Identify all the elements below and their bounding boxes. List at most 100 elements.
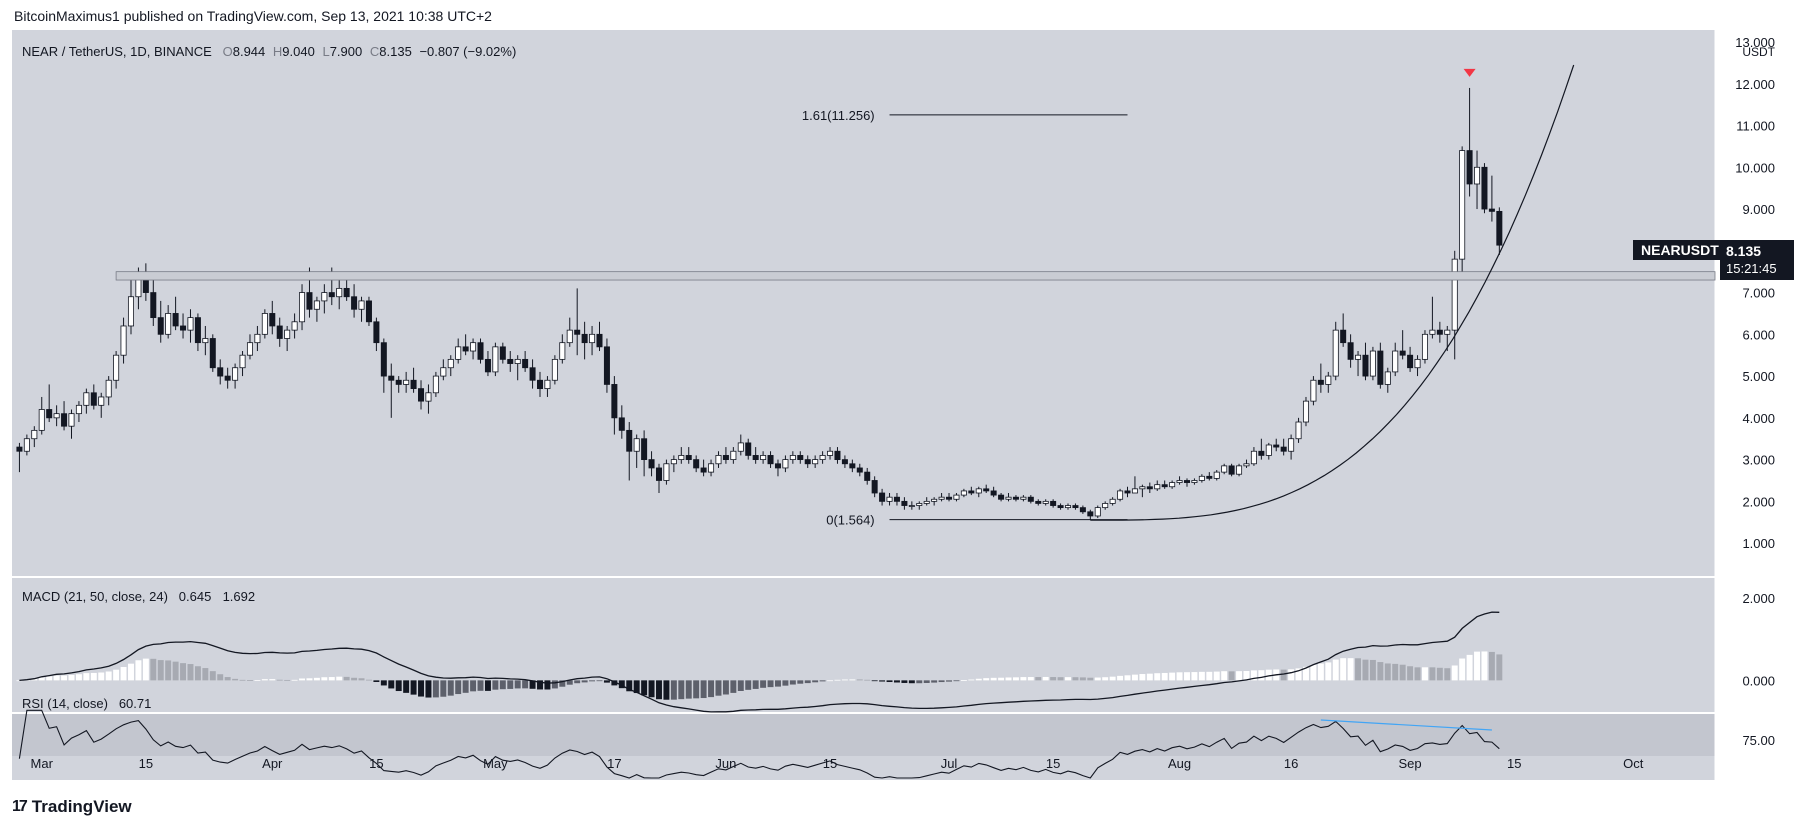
candle-body bbox=[492, 346, 499, 373]
candle-body bbox=[849, 463, 856, 469]
macd-histogram-bar bbox=[1020, 677, 1027, 681]
macd-histogram-bar bbox=[529, 680, 536, 689]
candle-body bbox=[767, 455, 774, 465]
macd-histogram-bar bbox=[105, 671, 112, 681]
tradingview-text: TradingView bbox=[31, 797, 132, 816]
candle-body bbox=[901, 500, 908, 506]
publisher-line: BitcoinMaximus1 published on TradingView… bbox=[14, 8, 492, 24]
candle-body bbox=[879, 492, 886, 502]
candle-body bbox=[1325, 375, 1332, 385]
macd-histogram-bar bbox=[782, 680, 789, 686]
macd-histogram-bar bbox=[455, 680, 462, 695]
macd-histogram-bar bbox=[715, 680, 722, 696]
candle-body bbox=[827, 450, 834, 456]
macd-histogram-bar bbox=[908, 680, 915, 684]
candle-body bbox=[224, 375, 231, 381]
candle-body bbox=[373, 321, 380, 344]
candle-body bbox=[336, 287, 343, 298]
macd-histogram-bar bbox=[871, 680, 878, 682]
candle-body bbox=[522, 358, 529, 369]
macd-histogram-bar bbox=[1399, 664, 1406, 681]
macd-histogram-bar bbox=[90, 672, 97, 681]
macd-histogram-bar bbox=[1228, 671, 1235, 681]
macd-histogram-bar bbox=[1124, 675, 1131, 681]
macd-histogram-bar bbox=[1236, 671, 1243, 681]
candle-body bbox=[611, 384, 618, 419]
rsi-divergence-line bbox=[1320, 719, 1492, 731]
x-tick-label: 15 bbox=[139, 756, 153, 771]
macd-histogram-bar bbox=[1265, 669, 1272, 681]
candle-body bbox=[953, 494, 960, 500]
macd-histogram-bar bbox=[1310, 664, 1317, 681]
candle-body bbox=[1250, 450, 1257, 465]
macd-histogram-bar bbox=[135, 660, 142, 681]
candle-body bbox=[477, 342, 484, 360]
macd-histogram-bar bbox=[1481, 651, 1488, 681]
candle-body bbox=[923, 500, 930, 504]
x-tick-label: 15 bbox=[1507, 756, 1521, 771]
macd-histogram-bar bbox=[559, 680, 566, 687]
macd-histogram-bar bbox=[351, 677, 358, 681]
open-value: 8.944 bbox=[232, 44, 266, 59]
candle-body bbox=[1079, 507, 1086, 513]
macd-histogram-bar bbox=[180, 663, 187, 681]
candle-body bbox=[1496, 210, 1503, 246]
candle-body bbox=[760, 455, 767, 461]
low-label: L bbox=[322, 44, 330, 59]
macd-histogram-bar bbox=[328, 677, 335, 681]
candle-body bbox=[1065, 505, 1072, 509]
candle-body bbox=[299, 292, 306, 323]
macd-label: MACD (21, 50, close, 24) bbox=[22, 589, 168, 604]
change-value: −0.807 (−9.02%) bbox=[419, 44, 517, 59]
candle-body bbox=[752, 455, 759, 461]
candle-body bbox=[127, 296, 134, 327]
candle-body bbox=[722, 455, 729, 461]
macd-histogram-bar bbox=[299, 678, 306, 681]
high-value: 9.040 bbox=[282, 44, 315, 59]
macd-tick-label: 0.000 bbox=[1742, 673, 1775, 688]
resistance-zone bbox=[115, 271, 1716, 281]
x-tick-label: 15 bbox=[369, 756, 383, 771]
y-tick-label: 13.000 bbox=[1735, 35, 1775, 50]
y-tick-label: 9.000 bbox=[1742, 202, 1775, 217]
macd-histogram-bar bbox=[462, 680, 469, 693]
candle-body bbox=[1213, 471, 1220, 479]
macd-histogram-bar bbox=[1421, 667, 1428, 681]
candle-body bbox=[1265, 444, 1272, 456]
price-pane[interactable] bbox=[12, 30, 1715, 576]
macd-histogram-bar bbox=[1280, 669, 1287, 681]
candle-body bbox=[1109, 498, 1116, 504]
candle-body bbox=[157, 317, 164, 335]
candle-body bbox=[1228, 465, 1235, 475]
symbol-price-tag: NEARUSDT bbox=[1633, 240, 1727, 260]
candle-body bbox=[261, 313, 268, 335]
macd-histogram-bar bbox=[946, 680, 952, 682]
candle-body bbox=[1273, 444, 1280, 448]
y-tick-label: 2.000 bbox=[1742, 494, 1775, 509]
macd-histogram-bar bbox=[864, 679, 871, 681]
candle-body bbox=[1176, 480, 1183, 483]
chart-canvas[interactable]: 1.61(11.256) 0(1.564) 1.000 2.000 3.000 4.00… bbox=[0, 30, 1813, 820]
macd-histogram-bar bbox=[217, 674, 224, 681]
macd-histogram-bar bbox=[313, 677, 320, 681]
candle-body bbox=[351, 296, 358, 310]
macd-histogram-bar bbox=[1206, 671, 1213, 681]
macd-histogram-bar bbox=[1496, 654, 1503, 681]
candle-body bbox=[328, 292, 335, 298]
macd-histogram-bar bbox=[373, 680, 380, 682]
macd-histogram-bar bbox=[1191, 672, 1198, 681]
macd-histogram-bar bbox=[1332, 659, 1339, 681]
macd-histogram-bar bbox=[708, 680, 715, 698]
macd-histogram-bar bbox=[1407, 666, 1414, 681]
macd-histogram-bar bbox=[574, 680, 581, 684]
candle-body bbox=[165, 313, 172, 335]
macd-pane[interactable] bbox=[12, 578, 1715, 712]
macd-histogram-bar bbox=[856, 679, 863, 681]
candle-body bbox=[603, 346, 610, 385]
macd-value-1: 0.645 bbox=[178, 589, 212, 604]
macd-histogram-bar bbox=[901, 680, 908, 683]
macd-histogram-bar bbox=[603, 680, 610, 683]
macd-histogram-bar bbox=[172, 661, 179, 681]
candle-body bbox=[202, 338, 209, 344]
fib-0-label: 0(1.564) bbox=[826, 513, 874, 528]
